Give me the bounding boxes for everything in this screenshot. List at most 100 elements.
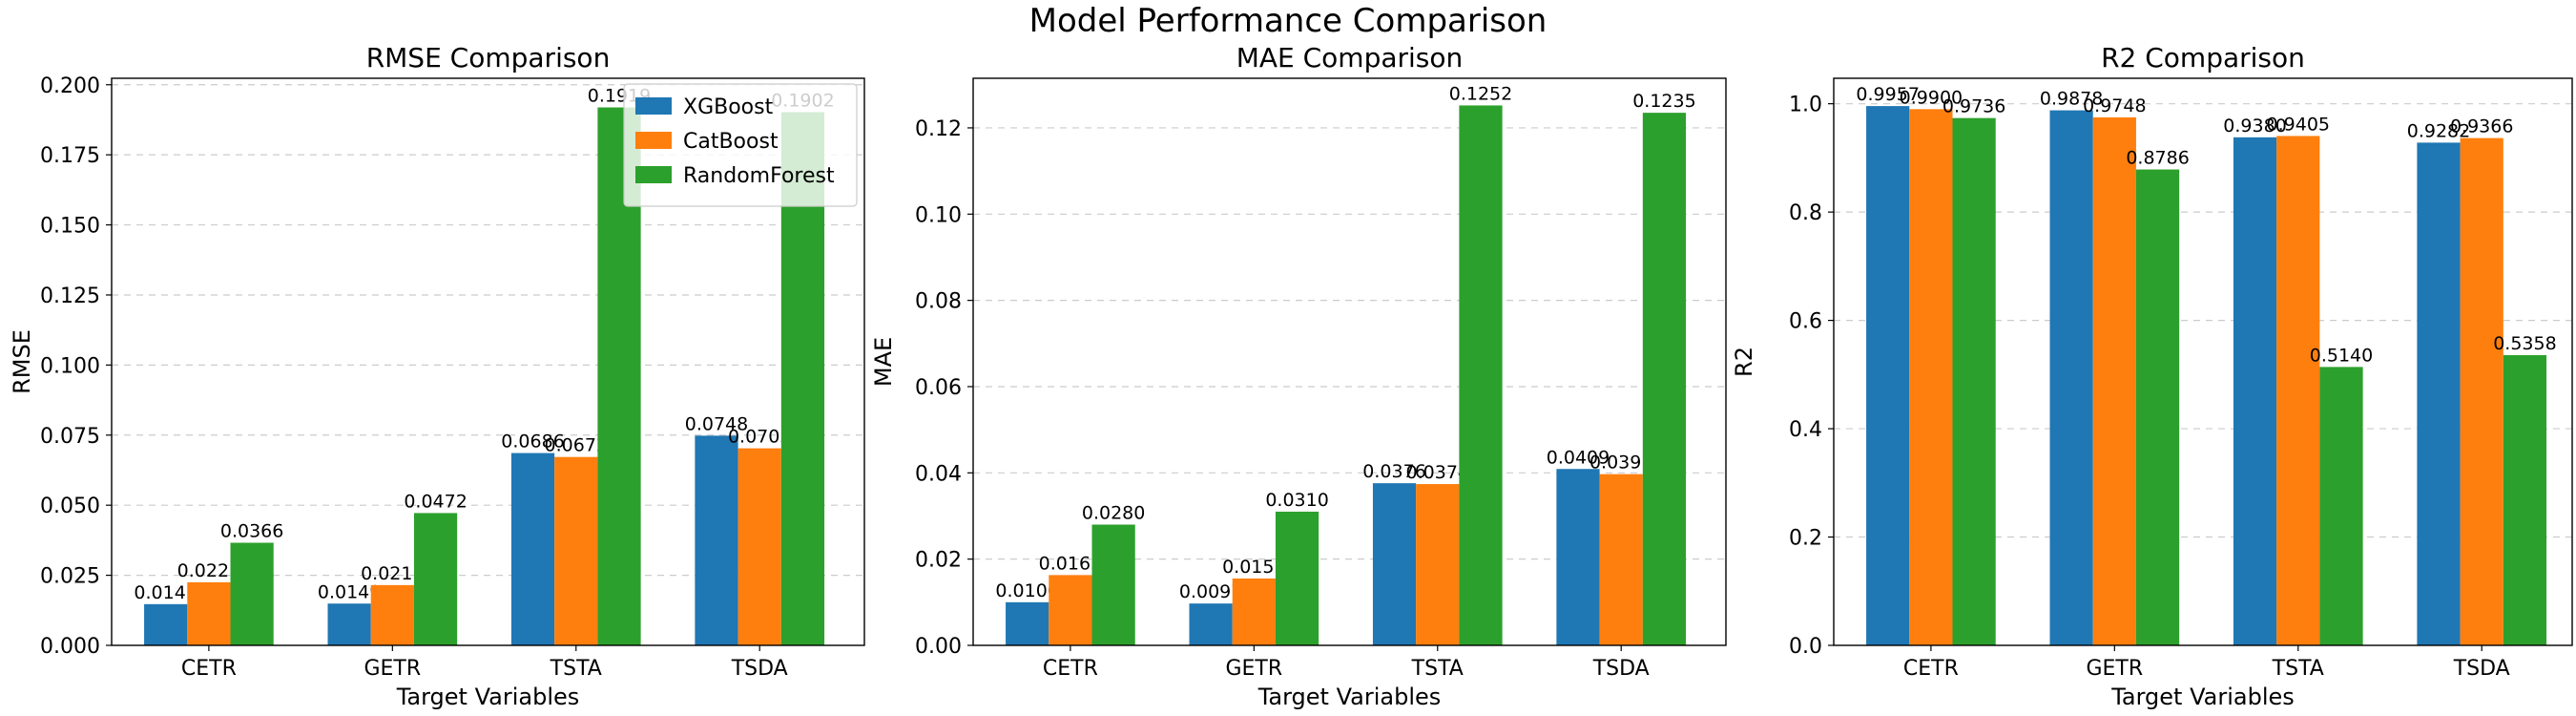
panel1-ytick-label: 0.025 [40,565,100,589]
panel1-bar-value-label: 0.0472 [404,491,467,512]
panel1-axes-frame [111,77,865,646]
panel3-ylabel: R2 [1731,347,1757,377]
panel2-bar-value-label: 0.0397 [1589,453,1652,474]
panel2-ytick-label: 0.06 [915,376,962,400]
panel3-xtick-label: TSTA [2272,657,2324,681]
panel2-bar-randomforest-cetr [1091,524,1135,645]
panel1-bar-xgboost-tsta [510,453,555,645]
panel1-bar-value-label: 0.0703 [728,427,791,448]
panel1-bar-xgboost-cetr [144,603,188,645]
panel3-bar-catboost-tsta [2276,136,2320,645]
panel3-bar-value-label: 0.9748 [2083,95,2146,116]
panel1-legend-label: CatBoost [683,130,779,154]
panel2-bar-value-label: 0.0310 [1265,490,1328,511]
panel1-xlabel: Target Variables [396,684,580,710]
panel1-title: RMSE Comparison [366,42,611,74]
panel2-bar-catboost-tsda [1599,474,1643,645]
panel1-ytick-label: 0.050 [40,495,100,518]
panel3-bar-randomforest-getr [2135,169,2180,646]
panel2-ytick-label: 0.00 [915,635,962,659]
panel2-bar-xgboost-tsta [1372,483,1417,645]
panel1-bar-xgboost-getr [327,603,371,645]
panel3-title: R2 Comparison [2101,42,2305,74]
panel2-axes-frame [972,77,1727,646]
panel3-bar-value-label: 0.9878 [2040,89,2103,110]
panel2-bar-randomforest-tsda [1642,113,1687,645]
panel2-ytick-label: 0.02 [915,549,962,573]
panel2-bar-catboost-tsta [1416,484,1460,645]
panel1-ytick-label: 0.000 [40,635,100,659]
panel3-bar-xgboost-tsda [2417,142,2461,646]
panel2-bar-value-label: 0.0163 [1039,553,1102,574]
panel2-bar-xgboost-cetr [1006,601,1049,645]
panel1-ytick-label: 0.075 [40,425,100,449]
panel3-bar-value-label: 0.9366 [2450,116,2513,137]
panel2-bar-value-label: 0.0280 [1082,503,1145,524]
panel1-ytick-label: 0.200 [40,74,100,98]
panel2-xtick-label: CETR [1043,657,1098,681]
panel1-legend-swatch-randomforest [635,166,672,183]
panel3-ytick-label: 0.2 [1789,527,1822,551]
panel3-bar-randomforest-tsta [2319,367,2363,645]
panel1-bar-value-label: 0.0748 [685,413,748,434]
panel1-bar-catboost-getr [370,584,414,645]
panel3-axes-frame [1833,77,2573,646]
panel3-ytick-label: 0.4 [1789,418,1822,442]
panel2-bar-value-label: 0.0097 [1179,581,1242,602]
panel3-bar-randomforest-cetr [1952,117,1996,646]
panel2-xtick-label: TSTA [1411,657,1464,681]
panel2-bar-value-label: 0.0100 [995,580,1058,601]
panel2-bar-value-label: 0.1252 [1449,83,1512,104]
panel3-xtick-label: GETR [2086,657,2143,681]
panel3-bar-value-label: 0.9405 [2267,114,2330,135]
panel2-bar-randomforest-tsta [1459,105,1503,646]
panel1-legend-swatch-catboost [635,132,672,149]
panel3-bar-value-label: 0.9736 [1942,96,2005,117]
panel2-bar-value-label: 0.0374 [1406,462,1469,483]
panel3-xlabel: Target Variables [2110,684,2295,710]
panel1-xtick-label: TSDA [731,657,788,681]
panel1-bar-value-label: 0.0149 [318,581,381,602]
figure-title: Model Performance Comparison [1028,2,1548,40]
panel3-bar-value-label: 0.9282 [2407,120,2470,141]
panel3-bar-randomforest-tsda [2503,355,2547,645]
panel2-xtick-label: GETR [1225,657,1282,681]
panel1-xtick-label: TSTA [550,657,602,681]
panel2-bar-value-label: 0.0155 [1222,557,1285,578]
panel2-bar-value-label: 0.0376 [1362,461,1425,482]
panel1-ytick-label: 0.175 [40,144,100,168]
panel1-bar-value-label: 0.0672 [545,435,608,456]
panel2-ytick-label: 0.12 [915,117,962,141]
panel3-bar-value-label: 0.8786 [2126,148,2189,169]
panel2-bar-value-label: 0.0409 [1547,447,1610,468]
panel3-ytick-label: 1.0 [1789,94,1822,117]
panel2-ytick-label: 0.04 [915,462,962,486]
panel1-legend-label: RandomForest [683,164,835,188]
panel3-bar-xgboost-tsta [2233,137,2277,645]
panel1-bar-randomforest-getr [413,513,458,645]
panel1-bar-value-label: 0.0215 [361,563,424,584]
panel1-bar-value-label: 0.0366 [220,521,283,542]
panel3-bar-catboost-tsda [2460,137,2503,646]
panel2-bar-xgboost-tsda [1556,469,1600,645]
panel3-bar-value-label: 0.9380 [2223,116,2286,137]
panel1-bar-xgboost-tsda [695,435,738,645]
panel2-title: MAE Comparison [1236,42,1464,74]
panel2-bar-catboost-cetr [1049,575,1092,645]
panel3-bar-xgboost-getr [2049,110,2093,645]
panel3-bar-value-label: 0.5140 [2310,345,2373,366]
panel3-ytick-label: 0.6 [1789,310,1822,334]
panel1-bar-value-label: 0.0147 [134,582,197,603]
panel3-bar-value-label: 0.5358 [2493,333,2556,354]
panel1-bar-catboost-tsta [554,456,598,645]
panel2-bar-catboost-getr [1232,578,1276,645]
panel3-xtick-label: TSDA [2453,657,2510,681]
panel1-bar-value-label: 0.0225 [177,560,240,581]
panel2-xtick-label: TSDA [1592,657,1650,681]
panel1-xtick-label: CETR [181,657,237,681]
panel2-bar-value-label: 0.1235 [1632,91,1695,112]
panel2-bar-xgboost-getr [1189,603,1233,645]
panel3-bar-xgboost-cetr [1866,106,1910,645]
panel3-bar-catboost-getr [2092,116,2136,645]
panel1-xtick-label: GETR [364,657,421,681]
